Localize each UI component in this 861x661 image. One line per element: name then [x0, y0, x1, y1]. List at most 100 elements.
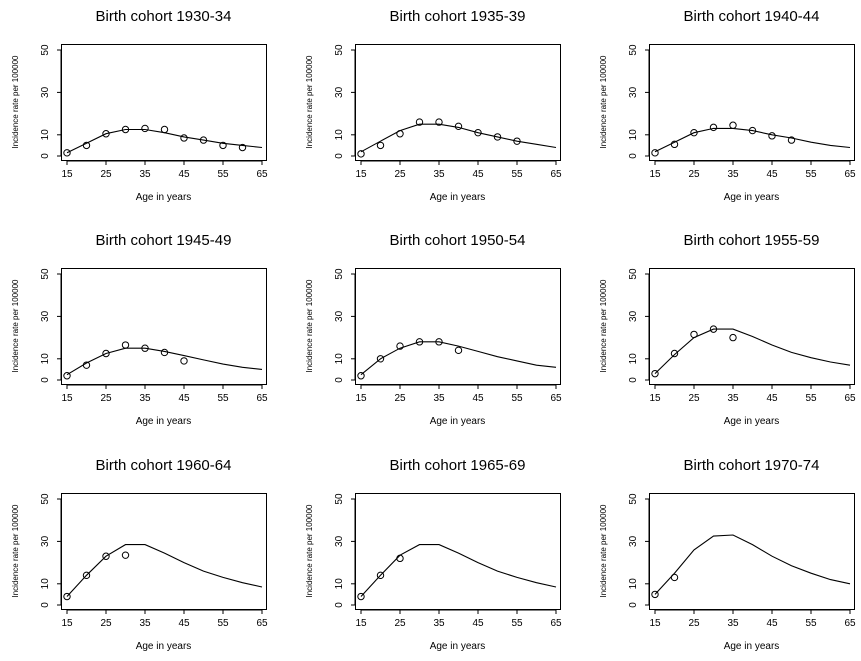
x-tick-label: 15 [355, 393, 367, 404]
observed-point [768, 132, 776, 140]
panel-title: Birth cohort 1935-39 [390, 8, 526, 25]
panel-title: Birth cohort 1930-34 [96, 8, 232, 25]
observed-point [670, 573, 679, 582]
panel-title: Birth cohort 1955-59 [684, 232, 820, 249]
observed-point [787, 136, 796, 144]
observed-point [651, 369, 659, 378]
observed-point [651, 590, 659, 599]
x-tick-label: 35 [727, 393, 739, 404]
observed-point [376, 355, 385, 363]
panel-title: Birth cohort 1950-54 [390, 232, 526, 249]
y-tick-label: 30 [334, 86, 345, 98]
y-tick-label: 10 [334, 578, 345, 590]
y-tick-label: 30 [334, 310, 345, 322]
plot-frame [649, 493, 855, 610]
x-tick-label: 55 [805, 393, 817, 404]
y-tick-label: 10 [40, 578, 51, 590]
x-tick-label: 55 [511, 393, 523, 404]
x-tick-label: 55 [511, 618, 523, 629]
panel-title: Birth cohort 1960-64 [96, 457, 232, 474]
observed-point [141, 344, 149, 352]
observed-point [396, 342, 404, 350]
observed-point [121, 341, 130, 349]
x-tick-label: 65 [550, 169, 562, 180]
observed-point [651, 149, 659, 157]
x-axis-title: Age in years [430, 416, 486, 427]
observed-point [121, 551, 130, 559]
x-axis-title: Age in years [430, 192, 486, 203]
x-tick-label: 65 [256, 618, 268, 629]
fitted-curve [360, 544, 557, 597]
plot-frame [61, 268, 267, 385]
x-tick-label: 65 [844, 393, 856, 404]
x-tick-label: 35 [139, 618, 151, 629]
observed-point [748, 126, 757, 135]
x-axis-title: Age in years [724, 641, 780, 652]
observed-point [396, 554, 404, 563]
y-axis-title: Incidence rate per 100000 [599, 504, 608, 598]
x-tick-label: 55 [805, 169, 817, 180]
panel-6: Birth cohort 1955-59 15 25 35 45 55 65 0 10 30 50 A… [599, 232, 856, 427]
x-axis-title: Age in years [136, 192, 192, 203]
x-tick-label: 35 [433, 618, 445, 629]
plot-frame [61, 493, 267, 610]
observed-point [102, 130, 110, 138]
x-tick-label: 25 [100, 169, 112, 180]
x-tick-label: 15 [649, 393, 661, 404]
observed-point [180, 357, 188, 365]
observed-point [219, 141, 227, 150]
x-tick-label: 35 [433, 393, 445, 404]
y-tick-label: 0 [628, 602, 639, 608]
x-tick-label: 15 [61, 169, 73, 180]
y-tick-label: 0 [334, 377, 345, 383]
observed-point [454, 346, 463, 355]
x-tick-label: 15 [61, 618, 73, 629]
x-tick-label: 55 [217, 393, 229, 404]
panel-7: Birth cohort 1960-64 15 25 35 45 55 65 0 10 30 50 A… [11, 457, 268, 652]
observed-point [357, 372, 365, 380]
x-axis-title: Age in years [136, 641, 192, 652]
y-axis-title: Incidence rate per 100000 [599, 279, 608, 373]
panel-8: Birth cohort 1965-69 15 25 35 45 55 65 0 10 30 50 A… [305, 457, 562, 652]
y-tick-label: 50 [40, 44, 51, 56]
observed-point [141, 124, 149, 133]
x-tick-label: 45 [472, 618, 484, 629]
y-tick-label: 10 [40, 129, 51, 141]
y-tick-label: 30 [334, 535, 345, 547]
x-tick-label: 65 [844, 618, 856, 629]
y-tick-label: 0 [334, 602, 345, 608]
x-tick-label: 45 [472, 393, 484, 404]
x-tick-label: 45 [766, 169, 778, 180]
x-tick-label: 55 [217, 618, 229, 629]
y-tick-label: 10 [628, 129, 639, 141]
x-tick-label: 45 [178, 169, 190, 180]
y-axis-title: Incidence rate per 100000 [11, 55, 20, 149]
x-tick-label: 45 [178, 393, 190, 404]
observed-point [670, 349, 679, 358]
plot-frame [355, 268, 561, 385]
x-tick-label: 35 [139, 169, 151, 180]
x-tick-label: 65 [256, 393, 268, 404]
fitted-curve [654, 328, 851, 374]
y-axis-title: Incidence rate per 100000 [305, 279, 314, 373]
observed-point [199, 136, 208, 144]
plot-frame [649, 268, 855, 385]
y-tick-label: 30 [40, 86, 51, 98]
observed-point [82, 361, 91, 369]
x-axis-title: Age in years [136, 416, 192, 427]
panel-title: Birth cohort 1965-69 [390, 457, 526, 474]
observed-point [415, 118, 424, 126]
observed-point [709, 123, 718, 132]
x-tick-label: 25 [394, 618, 406, 629]
panel-3: Birth cohort 1940-44 15 25 35 45 55 65 0 10 30 50 A… [599, 8, 856, 203]
y-tick-label: 50 [628, 44, 639, 56]
panel-2: Birth cohort 1935-39 15 25 35 45 55 65 0 10 30 50 A… [305, 8, 562, 203]
y-tick-label: 10 [628, 353, 639, 365]
observed-point [396, 130, 404, 138]
observed-point [63, 592, 71, 601]
observed-point [102, 552, 110, 560]
y-tick-label: 30 [628, 535, 639, 547]
x-axis-title: Age in years [724, 192, 780, 203]
plot-frame [61, 44, 267, 161]
